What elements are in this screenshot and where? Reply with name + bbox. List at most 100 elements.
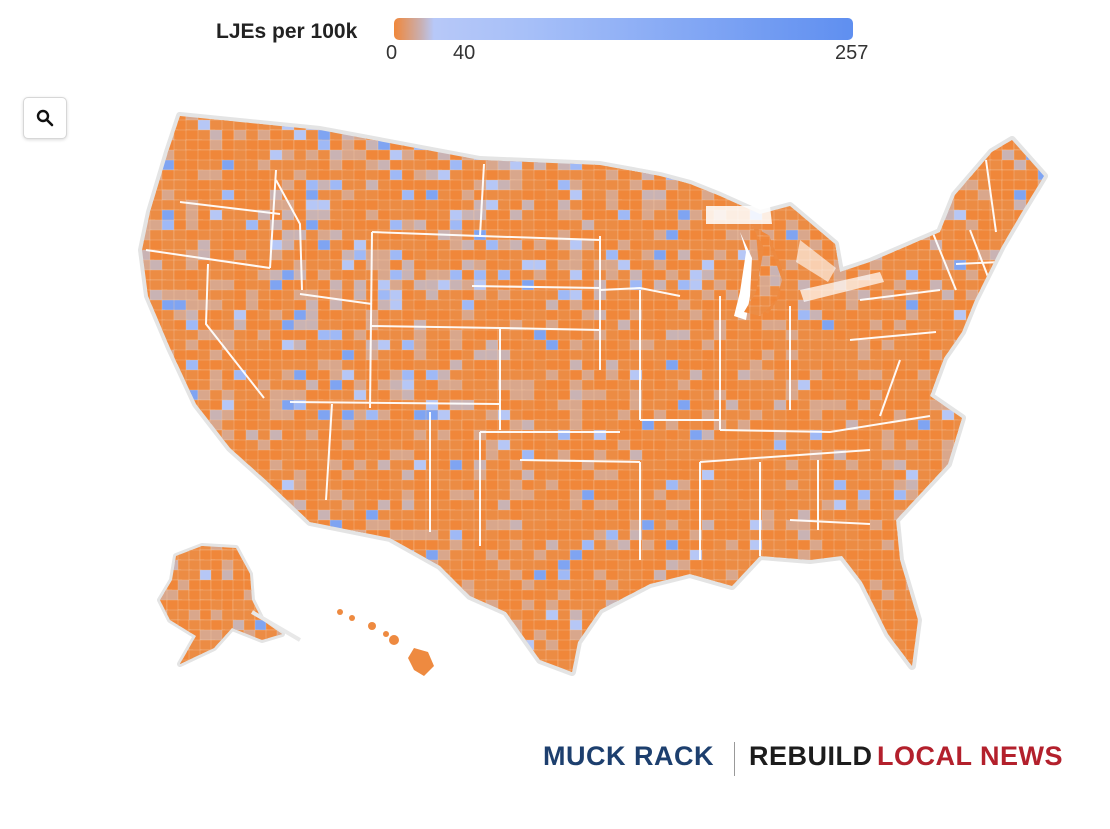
county-cell <box>521 139 537 153</box>
county-cell <box>149 369 167 382</box>
county-cell <box>473 359 487 371</box>
county-cell <box>941 429 956 442</box>
county-cell <box>881 569 895 582</box>
county-cell <box>917 199 936 214</box>
county-cell <box>605 149 621 161</box>
county-cell <box>265 599 282 615</box>
county-cell <box>329 369 344 382</box>
county-cell <box>276 599 282 615</box>
county-cell <box>893 269 907 282</box>
zoom-search-button[interactable] <box>23 97 67 139</box>
county-cell <box>641 349 655 362</box>
county-cell <box>977 649 994 664</box>
county-cell <box>449 319 464 331</box>
county-cell <box>485 629 502 644</box>
county-cell <box>941 159 957 174</box>
county-cell <box>305 329 319 342</box>
county-cell <box>461 116 477 121</box>
county-cell <box>149 549 165 564</box>
county-cell <box>353 649 372 661</box>
county-cell <box>377 589 395 601</box>
county-cell <box>243 659 260 664</box>
county-cell <box>389 379 404 392</box>
legend-gradient-bar <box>394 18 853 40</box>
county-cell <box>473 116 488 122</box>
county-cell <box>845 249 863 262</box>
county-cell <box>773 579 791 592</box>
county-cell <box>485 469 499 482</box>
county-cell <box>965 379 982 391</box>
county-cell <box>293 529 309 542</box>
county-cell <box>425 249 439 262</box>
county-cell <box>953 629 970 642</box>
county-cell <box>785 129 804 145</box>
county-cell <box>881 169 900 181</box>
county-cell <box>305 559 319 572</box>
county-cell <box>785 149 803 162</box>
county-cell <box>965 619 979 631</box>
county-cell <box>713 649 732 665</box>
county-cell <box>893 169 912 181</box>
county-cell <box>797 579 812 595</box>
county-cell <box>701 639 718 653</box>
county-cell <box>389 619 408 634</box>
county-cell <box>288 540 304 553</box>
county-cell <box>185 509 202 524</box>
county-cell <box>857 199 871 215</box>
county-cell <box>509 659 526 672</box>
county-cell <box>317 569 332 585</box>
county-cell <box>197 519 212 533</box>
county-cell <box>689 649 707 665</box>
county-cell <box>749 669 763 672</box>
county-cell <box>773 589 792 601</box>
county-cell <box>329 329 344 342</box>
county-cell <box>593 116 609 125</box>
county-cell <box>257 649 276 661</box>
county-cell <box>857 116 875 123</box>
legend-tick-mid: 40 <box>453 42 476 64</box>
county-cell <box>161 116 177 123</box>
county-cell <box>857 619 872 633</box>
county-cell <box>425 579 441 595</box>
county-cell <box>288 620 304 631</box>
county-cell <box>689 439 704 452</box>
county-cell <box>713 619 732 631</box>
county-cell <box>689 589 704 604</box>
county-cell <box>617 139 634 153</box>
county-cell <box>149 379 165 395</box>
county-cell <box>617 149 631 161</box>
county-cell <box>1001 469 1015 482</box>
county-cell <box>965 639 980 652</box>
county-cell <box>185 189 200 202</box>
county-cell <box>281 519 297 532</box>
county-cell <box>845 119 859 132</box>
county-cell <box>905 119 921 133</box>
county-cell <box>929 559 943 573</box>
county-cell <box>293 559 307 571</box>
county-cell <box>929 619 946 633</box>
county-cell <box>605 179 619 192</box>
county-cell <box>761 559 777 572</box>
county-cell <box>881 139 898 154</box>
county-cell <box>365 579 381 595</box>
county-cell <box>209 519 224 535</box>
county-cell <box>1025 259 1039 272</box>
county-cell <box>329 629 343 643</box>
county-cell <box>197 459 211 474</box>
county-cell <box>881 179 898 191</box>
county-cell <box>257 589 271 603</box>
county-cell <box>317 579 331 593</box>
county-cell <box>989 379 1004 393</box>
county-cell <box>809 179 828 192</box>
county-cell <box>221 159 235 171</box>
county-cell <box>293 549 309 563</box>
county-cell <box>737 599 756 611</box>
county-cell <box>809 129 824 142</box>
county-cell <box>232 569 245 582</box>
county-cell <box>821 589 835 604</box>
county-cell <box>1001 669 1018 672</box>
county-cell <box>869 229 883 243</box>
county-cell <box>989 389 1005 405</box>
county-cell <box>965 489 982 502</box>
